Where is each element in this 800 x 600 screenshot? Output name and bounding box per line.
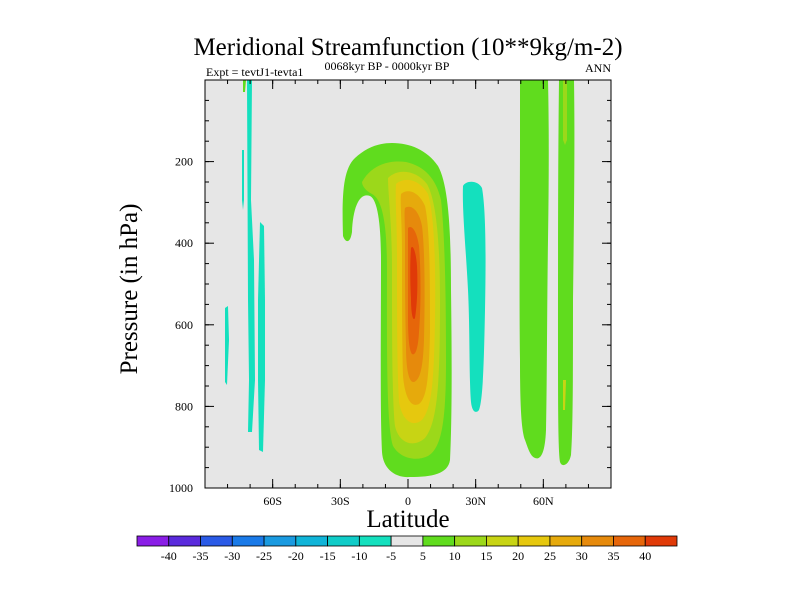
y-axis: 200 400 600 800 1000 <box>169 79 611 495</box>
colorbar-label: 40 <box>639 549 651 563</box>
colorbar-swatch <box>390 535 424 547</box>
chart-subtitle-right: ANN <box>585 61 611 75</box>
colorbar-label: -10 <box>351 549 367 563</box>
colorbar-swatch <box>422 535 456 547</box>
colorbar-label: 20 <box>512 549 524 563</box>
colorbar-swatch <box>454 535 487 547</box>
colorbar-label: -35 <box>193 549 209 563</box>
colorbar-swatch <box>136 535 170 547</box>
x-tick-label: 60S <box>263 494 282 508</box>
colorbar-label: 35 <box>607 549 619 563</box>
colorbar-swatch <box>327 535 360 547</box>
y-tick-label: 1000 <box>169 481 193 495</box>
y-tick-label: 400 <box>175 236 193 250</box>
colorbar-swatch <box>263 535 297 547</box>
x-tick-label: 30N <box>465 494 486 508</box>
y-tick-label: 800 <box>175 399 193 413</box>
colorbar-label: 5 <box>420 549 426 563</box>
chart-title: Meridional Streamfunction (10**9kg/m-2) <box>193 34 622 61</box>
negative-streak-60s-a <box>247 80 255 432</box>
negative-streak-60s-b <box>258 222 265 452</box>
colorbar-swatch <box>200 535 233 547</box>
chart-subtitle-center: 0068kyr BP - 0000kyr BP <box>325 59 450 73</box>
contour-layers <box>225 80 575 478</box>
central-cell-level-40 <box>410 246 418 320</box>
positive-sliver-60s <box>243 80 246 92</box>
colorbar-swatch <box>549 535 583 547</box>
colorbar-swatch <box>168 535 201 547</box>
x-tick-label: 30S <box>331 494 350 508</box>
colorbar-swatch <box>231 535 265 547</box>
colorbar-swatch <box>613 535 646 547</box>
y-axis-label: Pressure (in hPa) <box>116 204 143 375</box>
negative-cell-20n <box>462 181 486 412</box>
y-tick-label: 200 <box>175 155 193 169</box>
colorbar-swatch <box>486 535 519 547</box>
colorbar-label: -30 <box>224 549 240 563</box>
y-tick-label: 600 <box>175 318 193 332</box>
positive-band-70n <box>558 80 575 466</box>
negative-streak-far-sh <box>225 306 229 385</box>
x-axis: 60S 30S 0 30N 60N <box>204 80 612 508</box>
colorbar-label: -5 <box>386 549 396 563</box>
positive-band-55n <box>519 80 549 459</box>
chart-subtitle-left: Expt = tevtJ1-tevta1 <box>206 65 303 79</box>
colorbar: -40 -35 -30 -25 -20 -15 -10 -5 5 10 15 20 25 30 35 40 <box>136 535 678 563</box>
x-axis-label: Latitude <box>366 506 449 533</box>
colorbar-swatch <box>295 535 328 547</box>
colorbar-label: -15 <box>320 549 336 563</box>
colorbar-swatch <box>644 535 678 547</box>
colorbar-swatch <box>358 535 392 547</box>
colorbar-swatch <box>517 535 551 547</box>
positive-band-70n-streak <box>563 380 566 410</box>
colorbar-label: -40 <box>161 549 177 563</box>
colorbar-label: 10 <box>449 549 461 563</box>
colorbar-label: -25 <box>256 549 272 563</box>
x-tick-label: 60N <box>533 494 554 508</box>
colorbar-label: -20 <box>288 549 304 563</box>
colorbar-swatch <box>581 535 614 547</box>
positive-band-70n-inner <box>563 80 567 145</box>
colorbar-label: 25 <box>544 549 556 563</box>
colorbar-label: 15 <box>480 549 492 563</box>
negative-streak-mid-sh <box>242 150 244 210</box>
colorbar-label: 30 <box>576 549 588 563</box>
x-tick-label: 0 <box>405 494 411 508</box>
